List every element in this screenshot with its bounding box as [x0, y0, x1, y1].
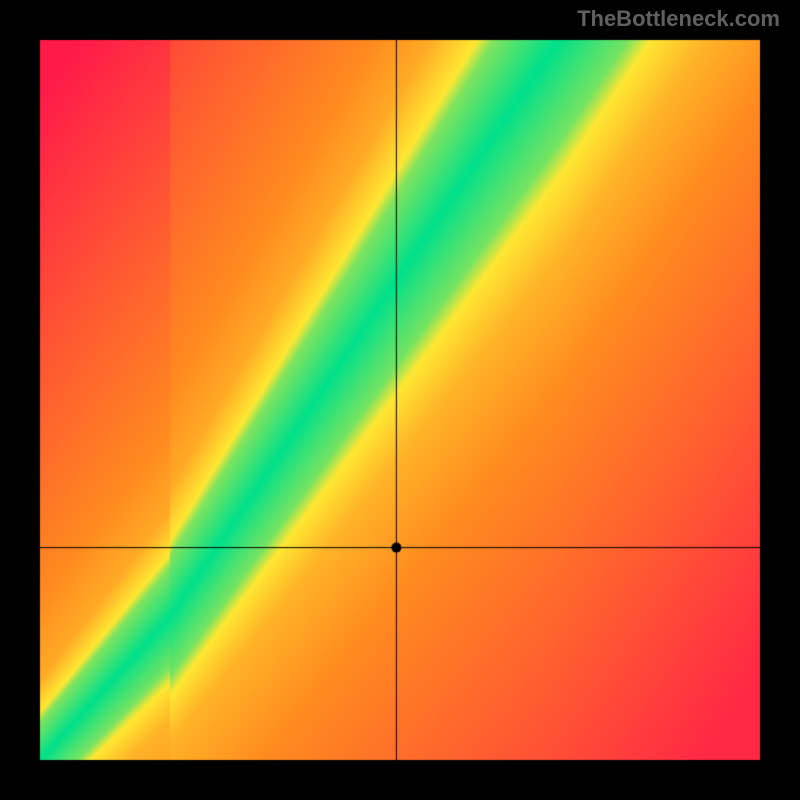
bottleneck-heatmap — [0, 0, 800, 800]
chart-container: TheBottleneck.com — [0, 0, 800, 800]
watermark-text: TheBottleneck.com — [577, 6, 780, 32]
